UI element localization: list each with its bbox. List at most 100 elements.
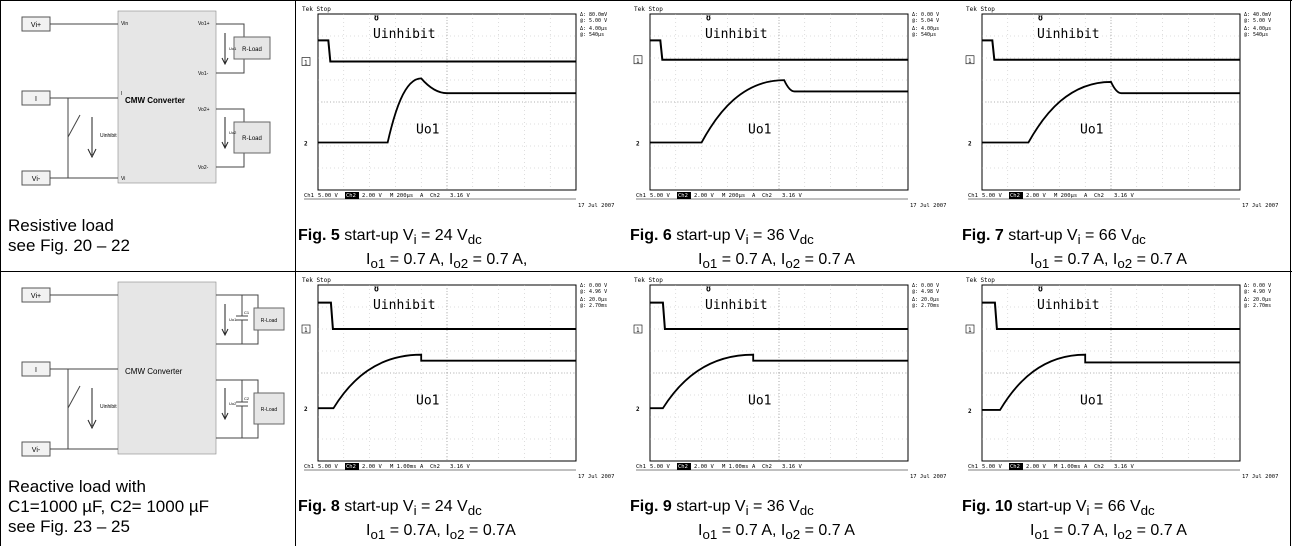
uo1-label: Uo1	[229, 317, 237, 322]
row2-caption-line1: Reactive load with	[8, 477, 146, 496]
measurement-readout: Δ: 4.00µs	[1244, 26, 1271, 32]
svg-text:1: 1	[968, 327, 972, 334]
scope-date: 17 Jul 2007	[1242, 474, 1278, 480]
figure-caption: Fig. 7 start-up Vi = 66 Vdc Io1 = 0.7 A, …	[962, 226, 1187, 274]
measurement-readout: @: 4.90 V	[1244, 289, 1271, 295]
pin-vo1p: Vo1+	[198, 21, 210, 27]
rload2-label: R-Load	[261, 407, 278, 413]
grid-line	[0, 0, 1, 546]
status-field: Ch2	[1094, 193, 1104, 199]
uinhibit-trace	[982, 39, 1240, 61]
caption-line2: Io1 = 0.7 A, Io2 = 0.7 A	[698, 251, 855, 272]
status-field: Ch2	[678, 193, 688, 199]
caption-line2: Io1 = 0.7 A, Io2 = 0.7 A	[1030, 522, 1187, 543]
status-field: Ch1	[968, 464, 978, 470]
status-field: 5.00 V	[982, 464, 1003, 470]
uinhibit-trace-label: Uinhibit	[1037, 298, 1100, 313]
measurement-readout: @: 540µs	[1244, 32, 1268, 38]
scope-header: Tek Stop	[634, 277, 663, 284]
svg-text:1: 1	[968, 58, 972, 65]
status-field: Ch2	[430, 464, 440, 470]
pin-vo1m: Vo1-	[198, 71, 209, 77]
figure-caption: Fig. 8 start-up Vi = 24 Vdc Io1 = 0.7A, I…	[298, 497, 516, 545]
status-field: 2.00 V	[1026, 464, 1047, 470]
status-field: 2.00 V	[694, 193, 715, 199]
scope-date: 17 Jul 2007	[578, 203, 614, 209]
inhibit-box-label: I	[35, 367, 37, 374]
uo1-trace-label: Uo1	[748, 394, 771, 409]
measurement-readout: @: 2.70ms	[1244, 303, 1271, 309]
svg-text:1: 1	[304, 327, 308, 334]
status-field: 3.16 V	[1114, 193, 1135, 199]
scope-header: Tek Stop	[634, 6, 663, 13]
scope-9: Tek Stop ʊ 1 2 Uinhibit Uo1 Δ: 0.00 V @: 4.98 V…	[632, 275, 952, 485]
status-field: 2.00 V	[694, 464, 715, 470]
scope-header: Tek Stop	[302, 6, 331, 13]
caption-line2: Io1 = 0.7A, Io2 = 0.7A	[366, 522, 516, 543]
measurement-readout: Δ: 0.00 V	[580, 283, 607, 289]
status-field: M 200µs	[390, 193, 413, 199]
caption-line1: Fig. 8 start-up Vi = 24 Vdc	[298, 498, 482, 519]
status-field: 2.00 V	[1026, 193, 1047, 199]
uo1-trace	[982, 353, 1240, 411]
grid-line	[0, 271, 1292, 272]
row1-caption-line1: Resistive load	[8, 216, 114, 235]
measurement-readout: Δ: 20.0µs	[912, 297, 939, 303]
status-field: A	[420, 193, 424, 199]
status-field: Ch2	[762, 193, 772, 199]
scope-6: Tek Stop ʊ 1 2 Uinhibit Uo1 Δ: 0.00 V @: 5.04 V…	[632, 4, 952, 214]
status-field: 3.16 V	[782, 464, 803, 470]
pin-vin: Vin	[121, 21, 128, 27]
c1-label: C1	[244, 310, 250, 315]
figure-caption: Fig. 6 start-up Vi = 36 Vdc Io1 = 0.7 A, …	[630, 226, 855, 274]
svg-text:1: 1	[636, 327, 640, 334]
svg-text:2: 2	[636, 406, 640, 413]
scope-date: 17 Jul 2007	[910, 203, 946, 209]
figure-number: Fig. 7	[962, 227, 1004, 244]
measurement-readout: Δ: 0.00 V	[1244, 283, 1271, 289]
status-field: Ch1	[304, 193, 314, 199]
status-field: Ch2	[430, 193, 440, 199]
status-field: Ch1	[636, 193, 646, 199]
figure-caption: Fig. 9 start-up Vi = 36 Vdc Io1 = 0.7 A, …	[630, 497, 855, 545]
figure-number: Fig. 6	[630, 227, 672, 244]
status-field: 5.00 V	[318, 193, 339, 199]
measurement-readout: Δ: 0.00 V	[912, 283, 939, 289]
uinhibit-trace	[650, 39, 908, 61]
status-field: 5.00 V	[982, 193, 1003, 199]
uinhibit-trace	[318, 301, 576, 330]
uinhibit-trace-label: Uinhibit	[705, 298, 768, 313]
caption-line1: Fig. 9 start-up Vi = 36 Vdc	[630, 498, 814, 519]
measurement-readout: @: 5.04 V	[912, 18, 939, 24]
row1-schematic-cell: Vi+ I Vi- Uinhibit Vin Vi I CMW Converte…	[0, 1, 295, 271]
grid-line	[295, 0, 296, 546]
uo1-trace	[650, 79, 908, 144]
measurement-readout: Δ: 40.0mV	[1244, 12, 1271, 18]
vi-minus-label: Vi-	[32, 447, 41, 454]
status-field: Ch1	[636, 464, 646, 470]
status-field: 5.00 V	[650, 193, 671, 199]
measurement-readout: @: 4.96 V	[580, 289, 607, 295]
figure-caption: Fig. 5 start-up Vi = 24 Vdc Io1 = 0.7 A, …	[298, 226, 527, 274]
status-field: Ch2	[762, 464, 772, 470]
svg-text:ʊ: ʊ	[374, 13, 379, 22]
status-field: 2.00 V	[362, 464, 383, 470]
measurement-readout: Δ: 20.0µs	[580, 297, 607, 303]
uo1-trace-label: Uo1	[416, 394, 439, 409]
pin-vo2m: Vo2-	[198, 165, 209, 171]
converter-label: CMW Converter	[125, 367, 183, 376]
caption-line2: Io1 = 0.7 A, Io2 = 0.7 A,	[366, 251, 528, 272]
uo1-trace-label: Uo1	[1080, 394, 1103, 409]
svg-text:ʊ: ʊ	[374, 284, 379, 293]
measurement-readout: @: 540µs	[580, 32, 604, 38]
resistive-load-schematic: Vi+ I Vi- Uinhibit Vin Vi I CMW Converte…	[21, 10, 271, 186]
status-field: M 1.00ms	[1054, 464, 1081, 470]
uinhibit-trace-label: Uinhibit	[373, 298, 436, 313]
vi-plus-label: Vi+	[31, 293, 41, 300]
scope-screen: Tek Stop ʊ 1 2 Uinhibit Uo1 Δ: 40.0mV@: 5.00 V…	[965, 6, 1278, 209]
status-field: Ch2	[1010, 193, 1020, 199]
status-field: 3.16 V	[450, 464, 471, 470]
svg-text:2: 2	[968, 408, 972, 415]
vi-minus-label: Vi-	[32, 176, 41, 183]
